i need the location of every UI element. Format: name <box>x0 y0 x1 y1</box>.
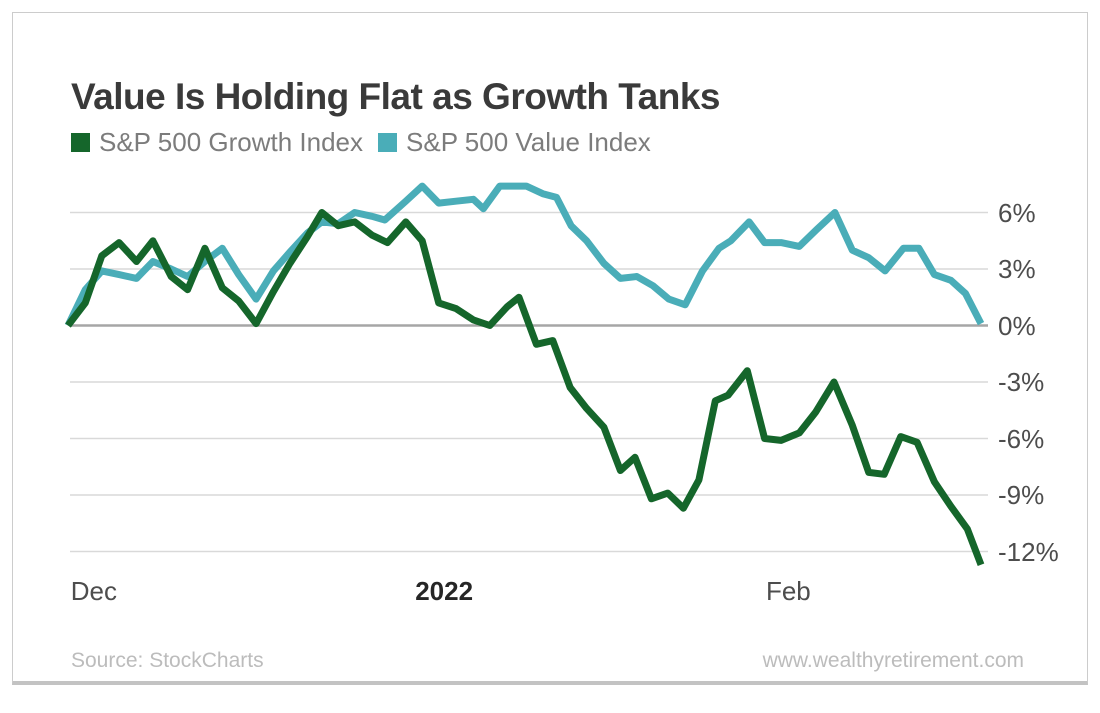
x-axis-label-dec: Dec <box>70 576 117 606</box>
legend-label: S&P 500 Value Index <box>406 127 651 157</box>
y-tick-label: -6% <box>998 423 1045 454</box>
y-tick-label: 6% <box>998 197 1036 228</box>
y-tick-label: 3% <box>998 254 1036 284</box>
source-credit: Source: StockCharts <box>71 649 264 672</box>
y-tick-label: 0% <box>998 310 1036 341</box>
y-tick-label: -12% <box>998 536 1059 567</box>
x-axis-label-feb: Feb <box>765 576 811 606</box>
value-index-line <box>64 182 985 328</box>
website-credit: www.wealthyretirement.com <box>762 649 1024 672</box>
growth-index-line <box>65 209 985 566</box>
x-axis-label-2022: 2022 <box>415 576 474 606</box>
legend-swatch-icon <box>378 133 398 152</box>
legend-swatch-icon <box>71 133 90 152</box>
chart-card: Value Is Holding Flat as Growth Tanks S&… <box>12 12 1088 685</box>
legend-label: S&P 500 Growth Index <box>99 127 364 157</box>
legend-item: S&P 500 Growth Index <box>71 127 363 158</box>
chart-canvas <box>64 182 988 566</box>
y-tick-label: -9% <box>998 480 1045 510</box>
y-tick-label: -3% <box>998 367 1045 397</box>
legend-item: S&P 500 Value Index <box>378 127 651 158</box>
chart-legend: S&P 500 Growth Index S&P 500 Value Index <box>71 127 651 158</box>
chart-title: Value Is Holding Flat as Growth Tanks <box>71 76 721 117</box>
